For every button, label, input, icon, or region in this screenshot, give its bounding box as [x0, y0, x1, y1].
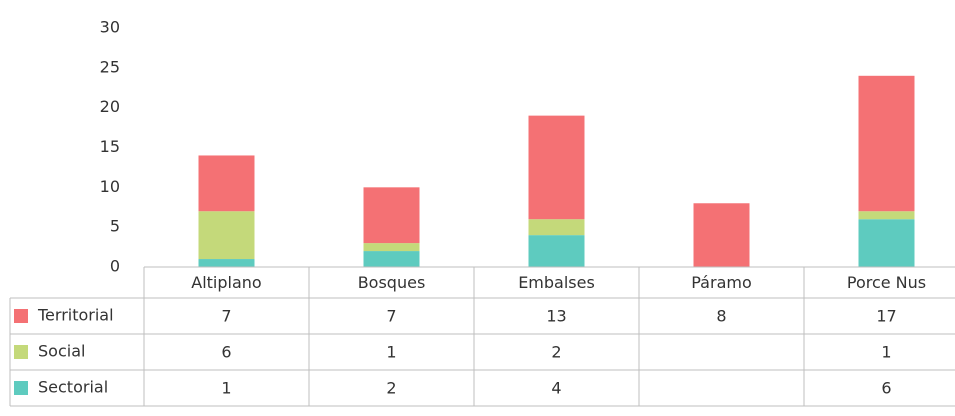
table-cell: 1: [221, 379, 231, 398]
table-cell: 2: [551, 343, 561, 362]
y-tick-label: 25: [100, 57, 120, 76]
x-tick-label: Páramo: [691, 273, 752, 292]
table-cell: 17: [876, 307, 896, 326]
bar-segment: [693, 203, 750, 267]
legend-swatch: [14, 309, 28, 323]
table-cell: 8: [716, 307, 726, 326]
x-tick-label: Porce Nus: [847, 273, 926, 292]
legend-swatch: [14, 345, 28, 359]
bar-segment: [858, 219, 915, 267]
table-cell: 7: [221, 307, 231, 326]
y-tick-label: 30: [100, 18, 120, 37]
legend-label: Territorial: [37, 306, 114, 325]
y-tick-label: 5: [110, 217, 120, 236]
x-tick-label: Embalses: [518, 273, 595, 292]
bar-segment: [528, 235, 585, 267]
bar-segment: [858, 75, 915, 212]
bar-segment: [198, 211, 255, 260]
table-cell: 6: [221, 343, 231, 362]
y-tick-label: 20: [100, 97, 120, 116]
table-cell: 13: [546, 307, 566, 326]
x-tick-label: Altiplano: [191, 273, 261, 292]
table-cell: 4: [551, 379, 561, 398]
table-cell: 7: [386, 307, 396, 326]
bar-segment: [363, 243, 420, 252]
bar-segment: [363, 251, 420, 267]
legend-label: Social: [38, 342, 85, 361]
bar-segment: [528, 115, 585, 220]
table-cell: 1: [881, 343, 891, 362]
bar-segment: [528, 219, 585, 236]
x-tick-label: Bosques: [358, 273, 426, 292]
bar-segment: [198, 259, 255, 267]
bar-segment: [363, 187, 420, 244]
bar-segment: [198, 155, 255, 212]
table-cell: 1: [386, 343, 396, 362]
bar-segment: [858, 211, 915, 220]
y-tick-label: 10: [100, 177, 120, 196]
y-tick-label: 0: [110, 257, 120, 276]
table-cell: 6: [881, 379, 891, 398]
y-tick-label: 15: [100, 137, 120, 156]
table-cell: 2: [386, 379, 396, 398]
legend-swatch: [14, 381, 28, 395]
legend-label: Sectorial: [38, 378, 108, 397]
